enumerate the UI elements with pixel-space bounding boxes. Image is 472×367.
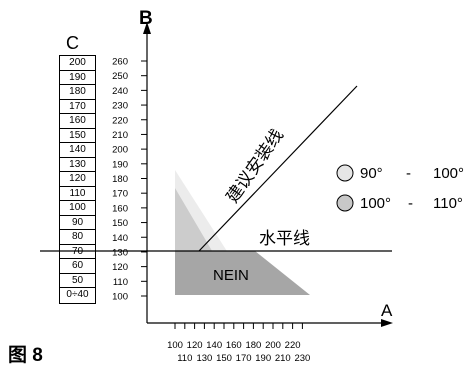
c-table-cell: 170 bbox=[60, 100, 95, 115]
b-tick-label: 120 bbox=[112, 262, 128, 273]
b-tick-label: 220 bbox=[112, 115, 128, 126]
a-tick-label: 110 bbox=[177, 353, 192, 364]
figure-caption: 图 8 bbox=[8, 345, 43, 366]
horizontal-line-label: 水平线 bbox=[259, 229, 310, 248]
a-tick-label: 210 bbox=[275, 353, 291, 364]
c-table-cell: 110 bbox=[60, 187, 95, 202]
a-tick-label: 120 bbox=[187, 340, 203, 351]
b-tick-label: 160 bbox=[112, 203, 128, 214]
nein-label: NEIN bbox=[213, 267, 249, 284]
legend-2-dash: - bbox=[408, 195, 413, 212]
b-tick-label: 200 bbox=[112, 145, 128, 156]
c-table-cell: 140 bbox=[60, 143, 95, 158]
c-table-cell: 60 bbox=[60, 259, 95, 274]
a-tick-label: 140 bbox=[206, 340, 222, 351]
a-tick-label: 180 bbox=[245, 340, 261, 351]
c-table-cell: 130 bbox=[60, 158, 95, 173]
c-table-cell: 70 bbox=[60, 245, 95, 260]
b-tick-label: 170 bbox=[112, 189, 128, 200]
legend-swatch-light bbox=[336, 164, 354, 182]
b-tick-label: 260 bbox=[112, 57, 128, 68]
b-axis-label: B bbox=[139, 8, 153, 29]
legend-1-to: 100° bbox=[433, 165, 464, 182]
c-table-cell: 180 bbox=[60, 85, 95, 100]
b-axis-ticks: 260 250 240 230 220 210 200 190 180 170 160 150 140 1… bbox=[112, 57, 147, 303]
legend-swatch-mid bbox=[336, 194, 354, 212]
legend-item-1: 90° - 100° bbox=[336, 164, 464, 182]
b-tick-label: 250 bbox=[112, 71, 128, 82]
recommended-line-label: 建议安装线 bbox=[223, 126, 287, 207]
a-tick-label: 100 bbox=[167, 340, 183, 351]
a-tick-label: 160 bbox=[226, 340, 242, 351]
nein-zone bbox=[175, 251, 310, 295]
c-table-cell: 50 bbox=[60, 274, 95, 289]
b-tick-label: 150 bbox=[112, 218, 128, 229]
c-table-cell: 150 bbox=[60, 129, 95, 144]
c-table: 200 190 180 170 160 150 140 130 120 110 100 90 80 70 6… bbox=[59, 55, 96, 304]
b-tick-label: 210 bbox=[112, 130, 128, 141]
a-tick-label: 170 bbox=[236, 353, 252, 364]
c-table-cell: 120 bbox=[60, 172, 95, 187]
b-tick-label: 130 bbox=[112, 247, 128, 258]
a-tick-label: 190 bbox=[255, 353, 271, 364]
a-tick-label: 130 bbox=[196, 353, 212, 364]
b-tick-label: 230 bbox=[112, 101, 128, 112]
a-tick-label: 200 bbox=[265, 340, 281, 351]
b-tick-label: 100 bbox=[112, 292, 128, 303]
b-tick-label: 110 bbox=[113, 277, 128, 288]
c-table-cell: 160 bbox=[60, 114, 95, 129]
a-axis-arrow bbox=[381, 319, 393, 327]
legend-item-2: 100° - 110° bbox=[336, 194, 463, 212]
c-table-cell: 80 bbox=[60, 230, 95, 245]
c-table-cell: 90 bbox=[60, 216, 95, 231]
a-tick-label: 230 bbox=[294, 353, 310, 364]
c-table-title: C bbox=[66, 33, 79, 53]
a-axis-ticks: 100 110 120 130 140 150 160 170 180 190 200 210 220 2… bbox=[167, 323, 310, 364]
legend-2-to: 110° bbox=[433, 195, 463, 212]
b-tick-label: 240 bbox=[112, 86, 128, 97]
c-table-cell: 0÷40 bbox=[66, 289, 89, 301]
b-tick-label: 140 bbox=[112, 233, 128, 244]
a-tick-label: 150 bbox=[216, 353, 232, 364]
legend-2-from: 100° bbox=[360, 195, 391, 212]
recommended-installation-line bbox=[198, 85, 358, 252]
b-tick-label: 180 bbox=[112, 174, 128, 185]
c-table-cell: 200 bbox=[60, 56, 95, 71]
c-table-cell: 190 bbox=[60, 71, 95, 86]
legend-1-from: 90° bbox=[360, 165, 383, 182]
b-tick-label: 190 bbox=[112, 159, 128, 170]
legend-1-dash: - bbox=[406, 165, 411, 182]
c-table-cell: 100 bbox=[60, 201, 95, 216]
b-axis-arrow bbox=[143, 22, 151, 34]
a-axis-label: A bbox=[381, 301, 393, 320]
a-tick-label: 220 bbox=[285, 340, 301, 351]
